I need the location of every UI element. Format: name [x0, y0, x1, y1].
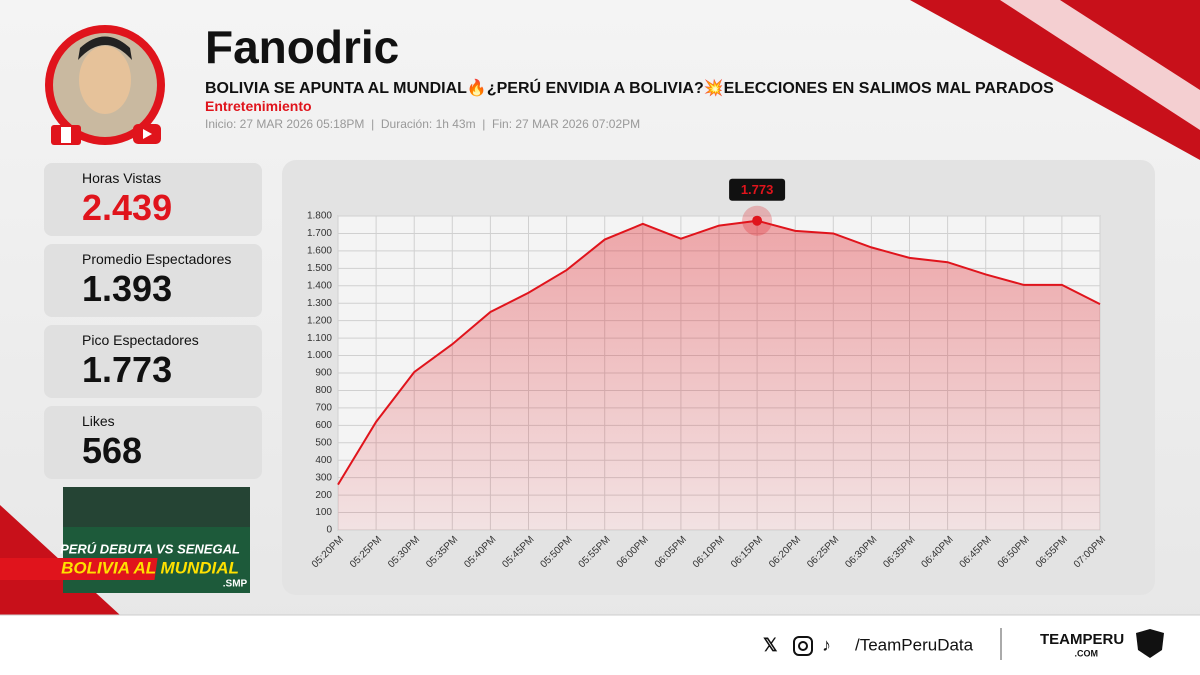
x-tick-label: 06:45PM — [958, 534, 994, 570]
y-tick-label: 1.600 — [307, 246, 332, 257]
footer-brand: TEAMPERU — [1040, 631, 1124, 648]
peak-label: 1.773 — [741, 182, 774, 197]
social-icons: 𝕏 ♪ — [763, 635, 831, 656]
y-tick-label: 1.300 — [307, 298, 332, 309]
peak-label-box — [729, 178, 786, 201]
y-tick-label: 1.000 — [307, 350, 332, 361]
y-tick-label: 200 — [315, 490, 332, 501]
y-tick-label: 1.500 — [307, 263, 332, 274]
y-tick-label: 600 — [315, 420, 332, 431]
x-tick-label: 05:20PM — [310, 534, 346, 570]
x-tick-label: 06:50PM — [996, 534, 1032, 570]
x-tick-label: 06:35PM — [881, 534, 917, 570]
x-tick-label: 05:35PM — [424, 534, 460, 570]
line — [337, 219, 1101, 486]
x-tick-label: 05:55PM — [577, 534, 613, 570]
x-tick-label: 05:30PM — [386, 534, 422, 570]
x-tick-label: 07:00PM — [1072, 534, 1108, 570]
x-tick-label: 06:30PM — [843, 534, 879, 570]
stat-card: Promedio Espectadores 1.393 — [44, 244, 262, 317]
svg-text:♪: ♪ — [822, 635, 831, 655]
thumb-line1: PERÚ DEBUTA VS SENEGAL — [60, 541, 240, 556]
x-tick-label: 06:15PM — [729, 534, 765, 570]
stat-card: Pico Espectadores 1.773 — [44, 325, 262, 398]
y-tick-label: 700 — [315, 403, 332, 414]
x-tick-label: 06:05PM — [653, 534, 689, 570]
footer-domain: .COM — [1075, 648, 1099, 658]
svg-text:𝕏: 𝕏 — [763, 635, 778, 655]
title: Fanodric — [205, 21, 400, 73]
x-tick-label: 05:45PM — [500, 534, 536, 570]
stat-label: Pico Espectadores — [82, 332, 199, 348]
thumb-line2: BOLIVIA AL MUNDIAL — [61, 558, 239, 577]
x-tick-label: 06:10PM — [691, 534, 727, 570]
x-tick-label: 05:25PM — [348, 534, 384, 570]
y-tick-label: 1.100 — [307, 333, 332, 344]
x-tick-label: 05:50PM — [539, 534, 575, 570]
x-tick-label: 06:40PM — [920, 534, 956, 570]
y-tick-label: 500 — [315, 437, 332, 448]
x-tick-label: 06:20PM — [767, 534, 803, 570]
stat-label: Horas Vistas — [82, 170, 162, 186]
footer-handle: /TeamPeruData — [855, 635, 974, 654]
info: Inicio: 27 MAR 2026 05:18PM | Duración: … — [205, 117, 641, 131]
y-tick-label: 0 — [326, 525, 332, 536]
y-tick-label: 1.200 — [307, 315, 332, 326]
x-tick-label: 06:00PM — [615, 534, 651, 570]
y-tick-label: 800 — [315, 385, 332, 396]
stat-card: Horas Vistas 2.439 — [44, 163, 262, 236]
category: Entretenimiento — [205, 98, 312, 114]
y-tick-label: 100 — [315, 507, 332, 518]
stat-card: Likes 568 — [44, 406, 262, 479]
y-tick-label: 1.400 — [307, 280, 332, 291]
y-tick-label: 1.800 — [307, 211, 332, 222]
stat-label: Promedio Espectadores — [82, 251, 232, 267]
subtitle: BOLIVIA SE APUNTA AL MUNDIAL🔥¿PERÚ ENVID… — [205, 80, 1054, 97]
area — [338, 220, 1100, 530]
x-tick-label: 06:55PM — [1034, 534, 1070, 570]
y-tick-label: 400 — [315, 455, 332, 466]
x-tick-label: 06:25PM — [805, 534, 841, 570]
peak-point — [752, 215, 763, 226]
x-tick-label: 05:40PM — [462, 534, 498, 570]
stat-value: 568 — [82, 430, 143, 471]
stat-value: 1.773 — [82, 349, 173, 390]
stat-label: Likes — [82, 413, 115, 429]
y-tick-label: 300 — [315, 472, 332, 483]
y-tick-label: 1.700 — [307, 228, 332, 239]
thumb-tag: .SMP — [223, 579, 248, 590]
stat-value: 2.439 — [82, 187, 173, 228]
stat-value: 1.393 — [82, 268, 173, 309]
y-tick-label: 900 — [315, 368, 332, 379]
